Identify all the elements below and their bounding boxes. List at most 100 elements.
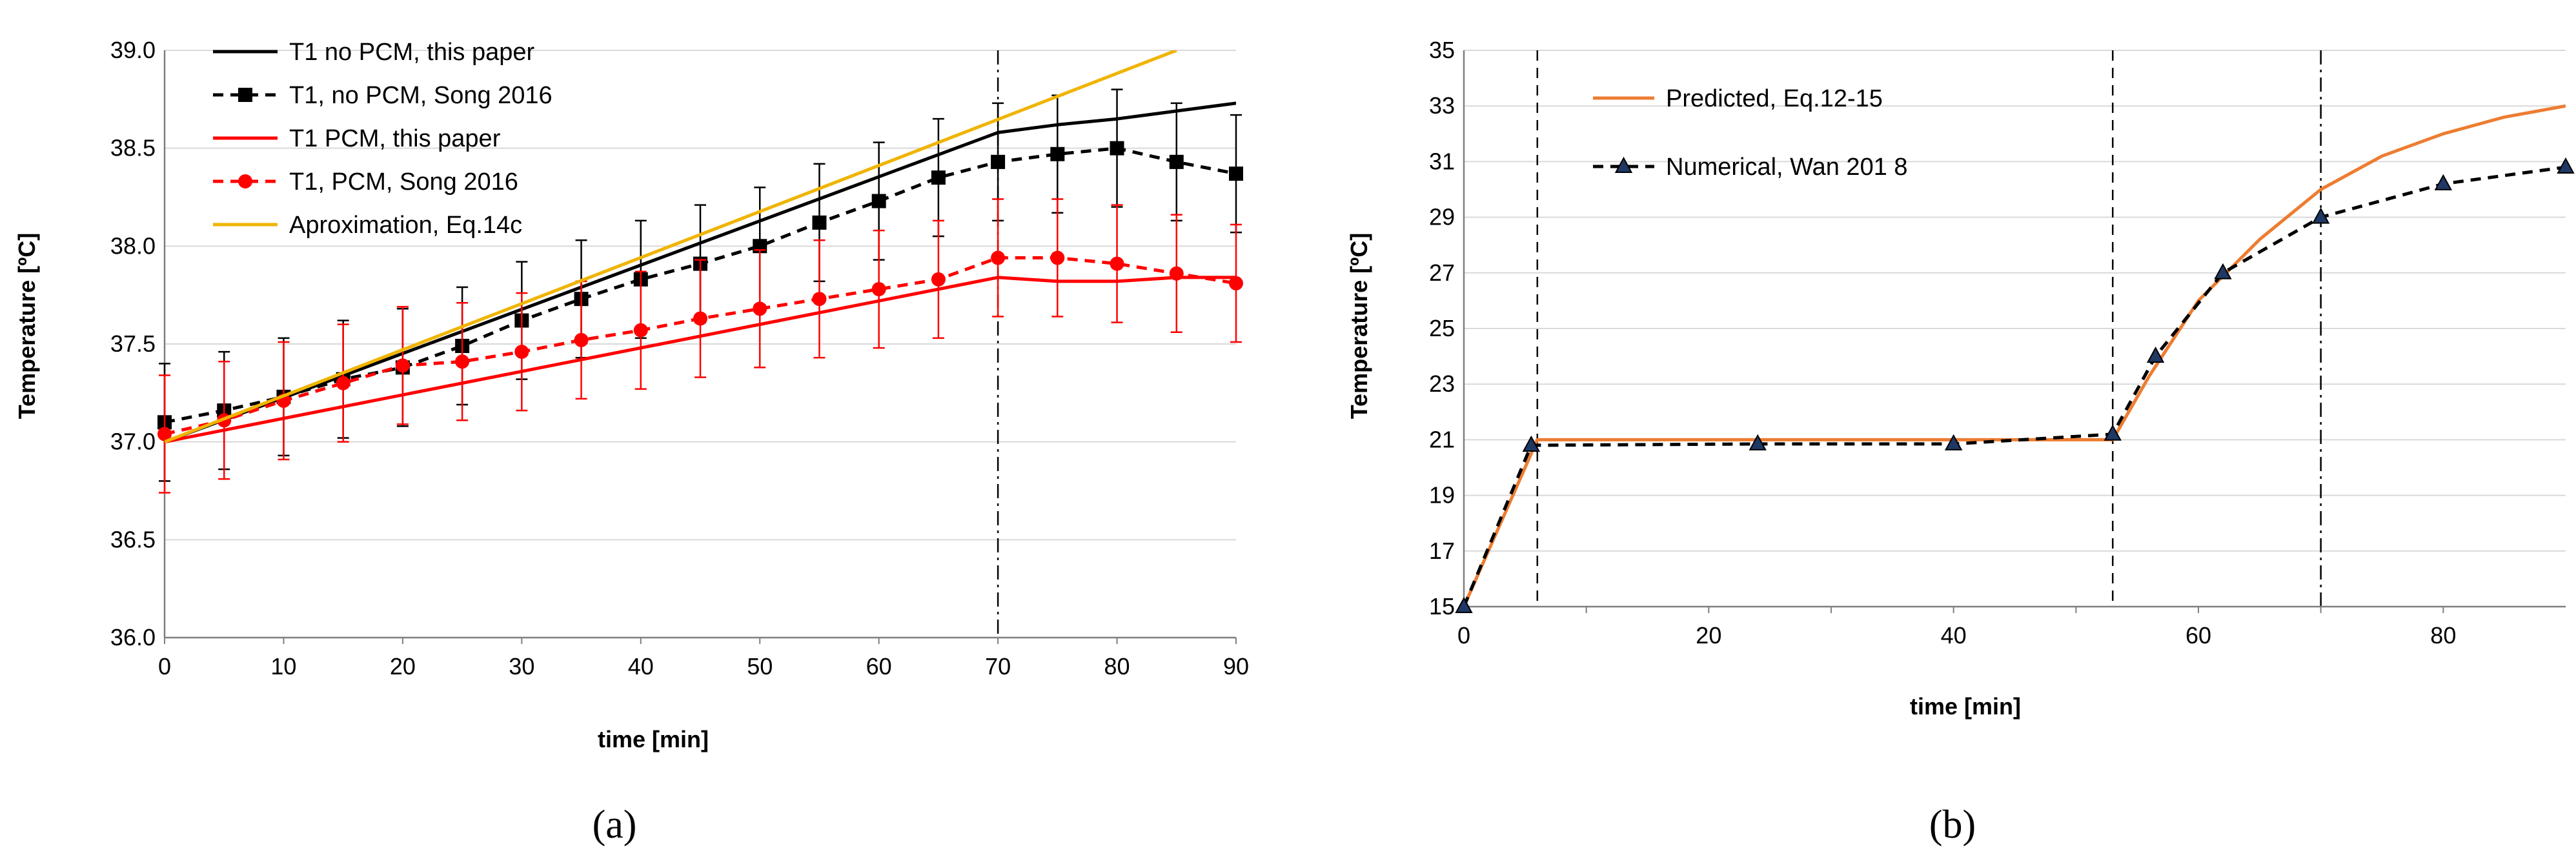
chart-b-y-tick-label: 25 (1429, 315, 1455, 341)
chart-b-gridlines (1464, 50, 2566, 552)
chart-a-data-point (693, 311, 707, 326)
chart-a-series-line (165, 276, 1236, 444)
chart-b-legend-item: Numerical, Wan 201 8 (1593, 154, 1908, 181)
chart-a-data-point (1110, 256, 1124, 271)
chart-a-x-tick-label: 90 (1223, 653, 1249, 680)
chart-b-y-tick-label: 23 (1429, 370, 1455, 397)
chart-b-legend-label: Numerical, Wan 201 8 (1666, 154, 1908, 181)
chart-b-legend-marker (1614, 156, 1633, 173)
chart-a-data-point (991, 154, 1006, 169)
chart-a-legend-item: T1, PCM, Song 2016 (213, 168, 518, 196)
chart-b-y-tick-label: 29 (1429, 204, 1455, 230)
chart-panel-a: 36.0 36.5 37.0 37.5 38.0 38.5 39.0 0 10 20 30 40 50 6… (14, 37, 1249, 847)
chart-a-axes (163, 50, 1237, 644)
chart-a-y-tick-label: 36.0 (110, 624, 156, 651)
chart-a-y-tick-label: 38.0 (110, 232, 156, 259)
chart-a-data-point (1110, 141, 1124, 156)
chart-a-data-point (753, 301, 767, 316)
chart-a-y-tick-label: 37.5 (110, 330, 156, 357)
chart-a-data-point (812, 215, 827, 230)
chart-b-y-tick-label: 15 (1429, 593, 1455, 620)
chart-a-x-tick-label: 20 (390, 653, 416, 680)
chart-a-data-point (931, 272, 946, 287)
chart-a-x-tick-label: 50 (747, 653, 773, 680)
chart-a-data-point (395, 358, 410, 373)
chart-b-series (1455, 104, 2575, 613)
chart-a-data-point (1169, 266, 1184, 281)
chart-a-y-tick-label: 39.0 (110, 37, 156, 63)
chart-a-data-point (931, 170, 946, 185)
chart-b-data-point (2104, 424, 2122, 441)
chart-b-y-tick-label: 27 (1429, 259, 1455, 286)
chart-a-data-point (336, 376, 350, 390)
chart-a-data-point (1050, 146, 1065, 161)
chart-b-data-point (1749, 434, 1767, 450)
chart-a-x-axis-title: time [min] (598, 726, 709, 752)
chart-a-data-point (1169, 154, 1184, 169)
chart-a-data-point (514, 345, 529, 359)
chart-b-data-point (2214, 263, 2232, 279)
chart-b-x-axis-title: time [min] (1910, 693, 2021, 720)
chart-b-series-line (1464, 165, 2566, 607)
chart-a-series-4 (157, 198, 1243, 494)
chart-a-series (157, 50, 1243, 494)
chart-b-series-line (1464, 104, 2566, 607)
chart-a-data-point (812, 292, 827, 307)
chart-b-data-point (2557, 157, 2575, 174)
chart-b-series-2 (1455, 157, 2575, 613)
chart-b-data-point (2311, 207, 2330, 224)
chart-a-y-tick-label: 36.5 (110, 526, 156, 552)
chart-a-x-tick-label: 60 (866, 653, 892, 680)
chart-a-y-tick-label: 37.0 (110, 429, 156, 455)
chart-a-legend-marker (238, 174, 252, 188)
chart-b-y-tick-label: 33 (1429, 92, 1455, 119)
chart-a-legend-item: Aproximation, Eq.14c (213, 212, 522, 239)
chart-a-data-point (1229, 276, 1243, 290)
chart-a-series-5 (165, 50, 1177, 444)
chart-b-data-point (1944, 434, 1963, 450)
chart-a-legend-label: T1 no PCM, this paper (289, 39, 535, 66)
chart-b-data-point (1522, 435, 1541, 452)
chart-a-x-tick-label: 70 (985, 653, 1011, 680)
chart-b-y-tick-label: 17 (1429, 538, 1455, 564)
chart-b-tick-labels: 15 17 19 21 23 25 27 29 31 33 35 0 20 40 60 80 (1429, 37, 2456, 649)
chart-a-data-point (991, 250, 1006, 265)
chart-a-data-point (633, 323, 648, 338)
chart-a-x-tick-label: 40 (628, 653, 654, 680)
chart-b-legend: Predicted, Eq.12-15 Numerical, Wan 201 8 (1593, 85, 1908, 181)
chart-a-data-point (1229, 167, 1243, 181)
chart-b-y-axis-title: Temperature [ºC] (1346, 233, 1372, 419)
chart-b-series-1 (1464, 104, 2566, 607)
chart-a-legend-marker (238, 88, 252, 102)
chart-b-data-point (2146, 347, 2165, 363)
chart-b-data-point (2434, 174, 2453, 190)
chart-b-x-tick-label: 0 (1457, 622, 1470, 649)
chart-b-y-tick-label: 19 (1429, 482, 1455, 509)
chart-b-x-tick-label: 40 (1941, 622, 1967, 649)
chart-a-data-point (455, 354, 470, 369)
chart-a-legend-label: T1, no PCM, Song 2016 (289, 82, 553, 109)
chart-a-tick-labels: 36.0 36.5 37.0 37.5 38.0 38.5 39.0 0 10 20 30 40 50 6… (110, 37, 1249, 680)
chart-a-data-point (574, 332, 589, 347)
chart-a-legend: T1 no PCM, this paper T1, no PCM, Song 20… (213, 39, 553, 239)
chart-a-series-line (165, 101, 1236, 444)
chart-a-x-tick-label: 10 (270, 653, 296, 680)
chart-b-x-tick-label: 60 (2186, 622, 2211, 649)
chart-a-data-point (157, 427, 172, 441)
chart-b-legend-label: Predicted, Eq.12-15 (1666, 85, 1883, 112)
chart-b-vertical-markers (1536, 50, 2322, 607)
chart-a-legend-item: T1 no PCM, this paper (213, 39, 535, 66)
chart-b-y-tick-label: 35 (1429, 37, 1455, 63)
chart-a-legend-label: T1 PCM, this paper (289, 125, 501, 152)
chart-a-series-1 (165, 101, 1236, 444)
chart-b-y-tick-label: 31 (1429, 148, 1455, 174)
chart-panel-b: 15 17 19 21 23 25 27 29 31 33 35 0 20 40 60 80 time [mi… (1346, 37, 2575, 847)
chart-b-x-tick-label: 80 (2430, 622, 2456, 649)
chart-a-data-point (1050, 250, 1065, 265)
chart-b-data-point (1455, 596, 1473, 613)
chart-a-x-tick-label: 80 (1104, 653, 1130, 680)
chart-b-x-tick-label: 20 (1696, 622, 1721, 649)
chart-a-x-tick-label: 30 (509, 653, 534, 680)
chart-a-legend-item: T1, no PCM, Song 2016 (213, 82, 553, 109)
chart-b-legend-item: Predicted, Eq.12-15 (1593, 85, 1883, 112)
